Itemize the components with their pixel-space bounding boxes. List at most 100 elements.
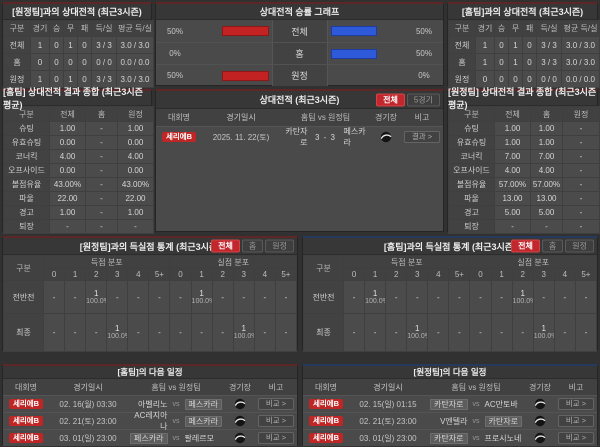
tab-last5[interactable]: 5경기 [406, 93, 440, 106]
cell: 0 [63, 53, 78, 71]
score-col-header: 2 [511, 268, 534, 281]
column-header: 평균 득/실 [116, 20, 154, 37]
cell: 3.0 / 3.0 [561, 36, 600, 54]
cell: 1.00 [117, 205, 154, 220]
cell: - [49, 219, 86, 234]
cell: 4.00 [530, 163, 563, 178]
compare-button[interactable]: 비교 > [257, 415, 295, 427]
cell: 22.00 [117, 191, 154, 206]
league-badge: 세리에B [8, 416, 44, 426]
tab-home[interactable]: 홈 [541, 239, 564, 253]
right-bar-zone [328, 20, 406, 42]
away-team-name: 페스카라 [184, 398, 222, 410]
goal-cell: - [574, 313, 598, 352]
left-percent-label: 50% [166, 26, 183, 36]
cell: 0 [49, 36, 64, 54]
tab-all[interactable]: 전체 [511, 239, 540, 253]
stadium-icon [534, 432, 546, 444]
row-label: 볼점유율 [448, 177, 495, 192]
cell: 0 [494, 53, 509, 71]
cell: - [562, 135, 600, 150]
column-header: 경기일시 [373, 382, 403, 392]
cell: 0.00 [117, 163, 154, 178]
goal-cell: - [385, 313, 408, 352]
goal-count: 1 [93, 288, 99, 298]
compare-button[interactable]: 비교 > [557, 398, 595, 410]
column-header: 승 [49, 20, 64, 37]
away-team-name: 팔레르모 [184, 433, 214, 443]
score-col-header: 2 [211, 268, 234, 281]
goal-cell: - [253, 280, 276, 314]
column-header: 원정 [562, 106, 600, 122]
cell: 22.00 [49, 191, 86, 206]
compare-button[interactable]: 비교 > [257, 432, 295, 444]
goal-cell: - [427, 313, 450, 352]
league-badge: 세리에B [308, 399, 344, 409]
goal-cell: - [169, 313, 192, 352]
match-score: 3 - 3 [314, 132, 336, 142]
schedule-header-row: 대회명 경기일시 홈팀 vs 원정팀 경기장 비고 [303, 379, 597, 395]
score-col-header: 4 [127, 268, 150, 281]
row-label: 오프사이드 [3, 163, 50, 178]
cell: 43.00% [49, 177, 86, 192]
goal-cell: - [448, 280, 471, 314]
match-row: 세리에B 2025. 11. 22(토) 카탄자로 3 - 3 페스카라 결과 … [156, 126, 443, 147]
left-bar-zone [194, 20, 272, 42]
table-row: 경고 5.00 5.00- [448, 205, 600, 220]
panel-schedule-away: [원정팀]의 다음 일정 대회명 경기일시 홈팀 vs 원정팀 경기장 비고 세리에B 02… [302, 364, 598, 446]
cell: 1 [30, 36, 50, 54]
goal-percent: 100.0% [233, 333, 253, 340]
cell: 1 [30, 70, 50, 88]
cell: 1.00 [117, 121, 154, 136]
column-header: 무 [508, 20, 523, 37]
cell: 1 [475, 36, 495, 54]
cell: - [562, 205, 600, 220]
table-row: 경고 1.00-1.00 [3, 205, 154, 220]
goal-stats-tabs: 전체 홈 원정 [511, 239, 594, 253]
row-label: 오프사이드 [448, 163, 495, 178]
group-col-header: 구분 [3, 255, 44, 281]
score-col-header: 2 [85, 268, 108, 281]
cell: 0 [49, 70, 64, 88]
column-header: 평균 득/실 [561, 20, 600, 37]
table-row: 전체 1 0 1 0 3 / 3 3.0 / 3.0 [448, 36, 600, 54]
row-label: 전반전 [3, 280, 44, 314]
cell: 0 [475, 70, 495, 88]
compare-button[interactable]: 비교 > [557, 415, 595, 427]
score-col-header: 1 [364, 268, 387, 281]
compare-button[interactable]: 비교 > [557, 432, 595, 444]
row-label: 경고 [448, 205, 495, 220]
score-col-header: 1 [190, 268, 213, 281]
right-bar-zone [328, 43, 406, 64]
result-button[interactable]: 결과 > [403, 131, 441, 143]
table-row: 파울 22.00-22.00 [3, 191, 154, 206]
cell: 3 / 3 [536, 36, 562, 54]
home-team-name: 카탄자로 [430, 398, 468, 410]
schedule-header-row: 대회명 경기일시 홈팀 vs 원정팀 경기장 비고 [3, 379, 297, 395]
table-row: 볼점유율 43.00% -43.00% [3, 177, 154, 192]
panel-title: [홈팀] 상대전적 결과 종합 (최근3시즌 평균) [3, 87, 151, 110]
column-header: 대회명 [14, 382, 38, 392]
row-label: 퇴장 [448, 219, 495, 234]
cell: 4.00 [117, 149, 154, 164]
tab-home[interactable]: 홈 [241, 239, 264, 253]
stadium-icon [234, 398, 246, 410]
compare-button[interactable]: 비교 > [257, 398, 295, 410]
tab-all[interactable]: 전체 [376, 93, 405, 106]
tab-away[interactable]: 원정 [565, 239, 594, 253]
group-header: 득점 분포 [42, 255, 171, 269]
graph-row-label: 홈 [271, 43, 328, 64]
cell: 0 [49, 53, 64, 71]
match-datetime: 02. 21(토) 23:00 [359, 416, 417, 426]
cell: 0 [494, 70, 509, 88]
goal-cell: - [64, 280, 87, 314]
tab-away[interactable]: 원정 [265, 239, 294, 253]
tab-all[interactable]: 전체 [211, 239, 240, 253]
panel-summary-home: [홈팀] 상대전적 결과 종합 (최근3시즌 평균) 구분 전체 홈 원정 슈팅 1.00… [2, 87, 154, 234]
goal-count: 1 [199, 288, 204, 298]
column-header: 승 [494, 20, 509, 37]
